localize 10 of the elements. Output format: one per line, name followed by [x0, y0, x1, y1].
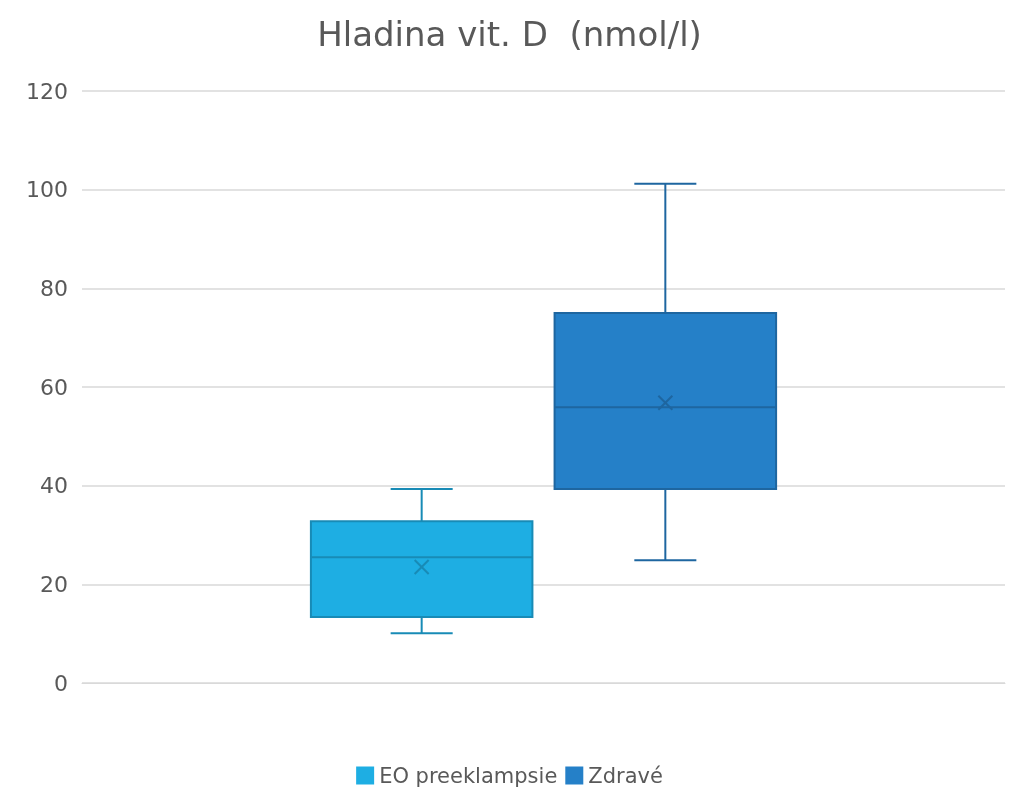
chart-title: Hladina vit. D (nmol/l) — [317, 14, 702, 54]
y-tick-label: 60 — [40, 374, 68, 400]
y-tick-label: 80 — [40, 275, 68, 301]
y-tick-label: 20 — [40, 571, 68, 597]
y-tick-label: 100 — [26, 177, 68, 203]
y-tick-label: 0 — [54, 670, 68, 696]
legend-label: EO preeklampsie — [379, 763, 558, 788]
legend-label: Zdravé — [588, 763, 663, 788]
y-tick-label: 120 — [26, 78, 68, 104]
y-tick-label: 40 — [40, 473, 68, 499]
